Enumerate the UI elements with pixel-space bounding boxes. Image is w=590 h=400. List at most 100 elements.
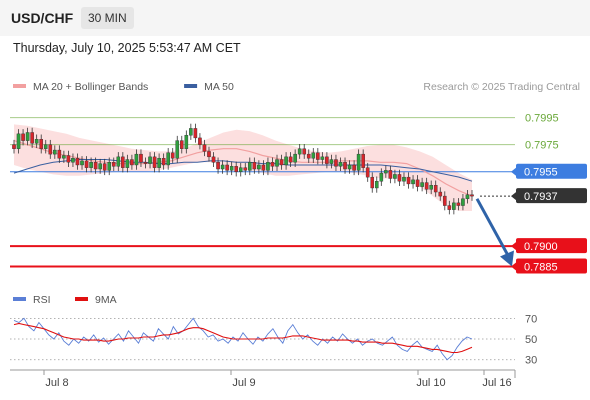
candle bbox=[316, 148, 320, 165]
candle-body bbox=[39, 139, 44, 149]
candle bbox=[98, 158, 102, 174]
candle-body bbox=[402, 176, 406, 182]
rsi-legend-swatch-1 bbox=[75, 297, 88, 301]
candle-body bbox=[424, 182, 429, 190]
candle-body bbox=[189, 128, 193, 136]
level-label-pointer-4 bbox=[511, 242, 516, 251]
candle-body bbox=[293, 153, 297, 163]
candle-body bbox=[415, 179, 420, 187]
candle bbox=[356, 149, 361, 176]
candle-body bbox=[93, 162, 98, 170]
level-label-3: 0.7937 bbox=[524, 191, 558, 203]
candle bbox=[53, 145, 57, 159]
bollinger-bands bbox=[14, 124, 472, 211]
candle-body bbox=[338, 162, 343, 167]
candle-body bbox=[57, 149, 62, 159]
candle bbox=[184, 130, 189, 154]
candle-body bbox=[370, 176, 375, 189]
candle-body bbox=[62, 155, 66, 159]
candle-body bbox=[84, 160, 89, 168]
candle bbox=[370, 172, 375, 193]
legend-swatch-0 bbox=[13, 84, 26, 88]
candle-body bbox=[461, 198, 465, 206]
candle-body bbox=[25, 132, 30, 141]
candle-body bbox=[316, 152, 320, 160]
candle bbox=[288, 152, 293, 167]
rsi-panel: 70 50 30 bbox=[10, 313, 537, 367]
legend-label-0: MA 20 + Bollinger Bands bbox=[33, 81, 148, 93]
candle bbox=[157, 153, 161, 173]
candle bbox=[43, 139, 48, 154]
candle-body bbox=[116, 156, 121, 167]
candle bbox=[452, 198, 456, 215]
candle-body bbox=[406, 176, 411, 185]
candle bbox=[411, 175, 415, 189]
candle-body bbox=[275, 159, 279, 167]
candle bbox=[202, 139, 207, 157]
candle bbox=[134, 149, 139, 170]
candle-body bbox=[16, 133, 21, 149]
candle-body bbox=[470, 194, 474, 197]
rsi-legend-label-1: 9MA bbox=[95, 294, 117, 306]
candle-body bbox=[284, 156, 288, 166]
candle bbox=[261, 160, 266, 176]
candle bbox=[456, 198, 461, 211]
candle-body bbox=[48, 144, 53, 155]
candle bbox=[57, 145, 62, 163]
candle bbox=[320, 152, 325, 165]
candle bbox=[384, 165, 388, 178]
candle bbox=[125, 154, 130, 173]
legend-label-1: MA 50 bbox=[204, 81, 234, 93]
candle-body bbox=[320, 156, 325, 160]
candle bbox=[16, 129, 21, 154]
candle-body bbox=[21, 133, 25, 141]
candle bbox=[388, 165, 393, 184]
candle-body bbox=[266, 162, 270, 171]
candle bbox=[30, 127, 34, 149]
chart-header: USD/CHF 30 MIN bbox=[0, 0, 590, 36]
candle bbox=[139, 149, 143, 167]
x-label-1: Jul 9 bbox=[232, 377, 255, 389]
candle-body bbox=[257, 164, 261, 170]
candle bbox=[325, 152, 329, 169]
candle-body bbox=[334, 159, 338, 167]
candle bbox=[175, 135, 180, 163]
candle-body bbox=[152, 156, 157, 168]
level-label-box-5 bbox=[516, 258, 587, 274]
candle-body bbox=[384, 170, 388, 174]
candle bbox=[297, 143, 302, 159]
timeframe-badge[interactable]: 30 MIN bbox=[81, 7, 134, 29]
candle bbox=[442, 191, 447, 211]
main-legend: MA 20 + Bollinger Bands MA 50 bbox=[13, 81, 234, 93]
candle-body bbox=[261, 164, 266, 171]
candle bbox=[216, 157, 220, 174]
candle-body bbox=[248, 162, 252, 171]
candle bbox=[84, 156, 89, 173]
candle bbox=[48, 139, 53, 159]
x-label-3: Jul 16 bbox=[482, 377, 511, 389]
candle bbox=[429, 180, 433, 195]
candle bbox=[234, 161, 238, 177]
candle bbox=[266, 157, 270, 176]
candle-body bbox=[361, 153, 365, 168]
candle-body bbox=[121, 156, 125, 168]
candle-body bbox=[325, 156, 329, 164]
candle-body bbox=[30, 132, 34, 144]
rsi-tick-0: 70 bbox=[525, 313, 537, 325]
candle-body bbox=[420, 182, 424, 187]
candle-body bbox=[397, 174, 402, 182]
level-label-box-4 bbox=[516, 238, 587, 254]
candle-body bbox=[143, 162, 148, 164]
candle bbox=[21, 129, 25, 146]
candle bbox=[415, 175, 420, 192]
candle bbox=[352, 160, 356, 176]
level-label-pointer-3 bbox=[511, 192, 516, 201]
candle bbox=[406, 172, 411, 189]
candle-body bbox=[80, 160, 84, 166]
candle bbox=[424, 177, 429, 195]
level-label-1: 0.7975 bbox=[525, 140, 559, 152]
candle-body bbox=[184, 134, 189, 149]
candle-body bbox=[356, 153, 361, 171]
candle bbox=[93, 157, 98, 174]
candle-body bbox=[75, 157, 80, 166]
